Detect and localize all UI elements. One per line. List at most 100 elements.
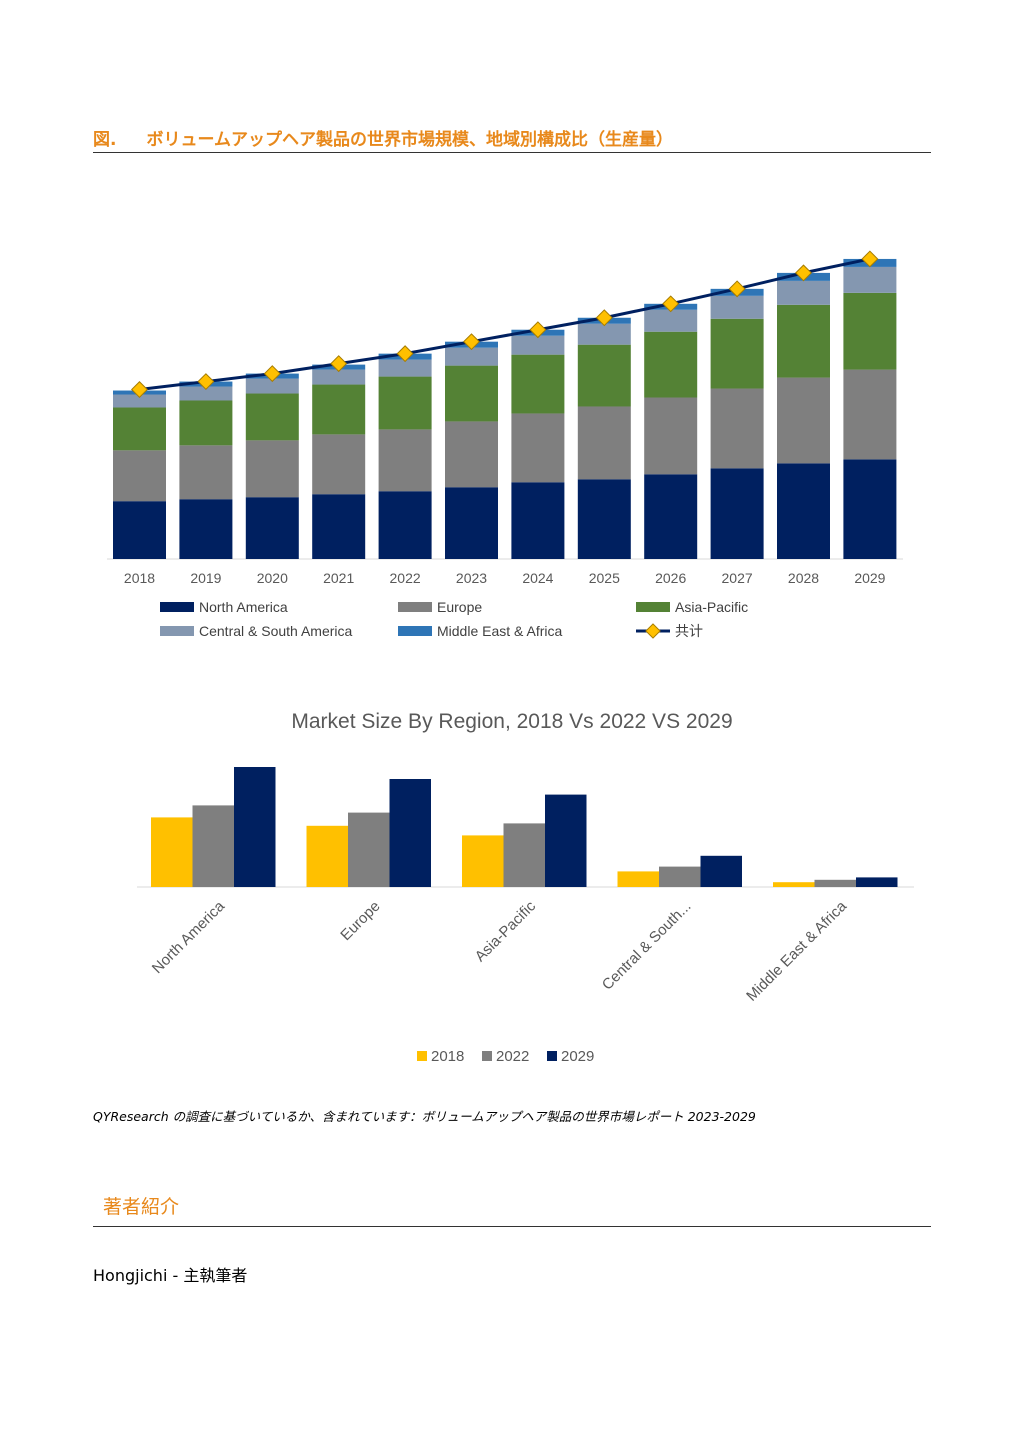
bar [503, 823, 545, 887]
bar-segment [445, 347, 498, 366]
total-marker [463, 333, 480, 351]
total-marker [131, 381, 148, 399]
bar [462, 835, 504, 887]
bar-segment [113, 394, 166, 408]
bar-segment [843, 369, 897, 460]
bar-segment [179, 499, 233, 559]
bar-segment [577, 344, 631, 407]
figure-title: 図. ボリュームアップヘア製品の世界市場規模、地域別構成比（生産量） [93, 125, 931, 153]
bar [151, 817, 193, 887]
author-line: Hongjichi - 主執筆者 [93, 1266, 248, 1285]
figure-label: 図. [93, 130, 117, 150]
x-tick-label: 2021 [323, 570, 354, 586]
bar-segment [511, 335, 565, 355]
bar-segment [312, 384, 366, 435]
figure-title-text: ボリュームアップヘア製品の世界市場規模、地域別構成比（生産量） [146, 130, 673, 150]
bar [856, 877, 898, 887]
bar [700, 855, 742, 887]
bar [545, 794, 587, 887]
bar-segment [445, 365, 498, 422]
bar-segment [312, 494, 366, 559]
bar-segment [378, 359, 432, 377]
x-tick-label: 2026 [655, 570, 686, 586]
legend-swatch [398, 626, 432, 636]
x-tick-label: 2027 [722, 570, 753, 586]
total-marker [529, 321, 547, 339]
legend-label: Asia-Pacific [675, 599, 748, 615]
bar [617, 871, 659, 887]
total-marker [662, 295, 680, 313]
bar-segment [511, 482, 565, 559]
x-tick-label: 2029 [854, 570, 885, 586]
bar-segment [710, 318, 764, 389]
bar-segment [644, 331, 698, 398]
legend-label: 2029 [561, 1048, 594, 1065]
total-marker [595, 309, 613, 327]
bar-segment [777, 377, 830, 464]
total-marker [728, 280, 746, 298]
region-comparison-chart: Market Size By Region, 2018 Vs 2022 VS 2… [137, 710, 914, 1065]
legend-label: 共计 [675, 623, 703, 639]
bar [192, 805, 234, 887]
bar-segment [179, 386, 233, 401]
bar-segment [312, 369, 366, 385]
bar [348, 812, 390, 887]
total-marker [330, 355, 348, 373]
x-tick-label: 2024 [522, 570, 553, 586]
legend-swatch [417, 1051, 427, 1061]
total-line [139, 257, 871, 392]
x-tick-label: North America [149, 897, 229, 977]
bar-segment [710, 388, 764, 469]
legend-label: 2022 [496, 1048, 529, 1065]
bar [659, 866, 701, 887]
chart-title: Market Size By Region, 2018 Vs 2022 VS 2… [291, 710, 732, 733]
bar-segment [710, 295, 764, 319]
bar-segment [179, 400, 233, 446]
bar-segment [511, 413, 565, 483]
bar-segment [245, 497, 299, 559]
x-tick-label: Middle East & Africa [743, 897, 850, 1004]
legend-swatch [636, 602, 670, 612]
x-tick-label: 2020 [257, 570, 288, 586]
bar-segment [445, 421, 498, 488]
legend-swatch [547, 1051, 557, 1061]
x-tick-label: Asia-Pacific [472, 897, 540, 965]
bar-segment [843, 266, 897, 293]
bar-segment [511, 354, 565, 414]
bar-segment [445, 487, 498, 559]
x-tick-label: 2022 [390, 570, 421, 586]
bar-segment [577, 406, 631, 480]
total-marker [795, 264, 812, 282]
bar-segment [777, 304, 830, 378]
x-tick-label: 2019 [190, 570, 221, 586]
total-marker [197, 373, 215, 391]
bar-segment [245, 378, 299, 394]
legend-marker-swatch [645, 623, 661, 639]
bar-segment [378, 376, 432, 430]
legend-swatch [482, 1051, 492, 1061]
bar-segment [245, 393, 299, 441]
legend-swatch [398, 602, 432, 612]
legend-label: North America [199, 599, 288, 615]
stacked-bar-chart: 2018 2019 2020 2021 2022 2023 2024 2025 2026 2027… [107, 250, 903, 639]
author-heading-text: 著者紹介 [103, 1196, 180, 1218]
legend-label: 2018 [431, 1048, 464, 1065]
legend-label: Europe [437, 599, 482, 615]
bar [814, 879, 856, 887]
bar [773, 882, 815, 887]
bar-segment [312, 434, 366, 495]
legend-swatch [160, 602, 194, 612]
x-tick-label: 2018 [124, 570, 155, 586]
bar [306, 825, 348, 887]
legend-swatch [160, 626, 194, 636]
bar-segment [378, 429, 432, 492]
bar-segment [644, 309, 698, 332]
total-marker [263, 365, 281, 383]
total-marker [396, 345, 414, 363]
bar [234, 767, 276, 887]
x-tick-label: 2025 [589, 570, 620, 586]
x-tick-label: 2028 [788, 570, 819, 586]
x-tick-label: Central & South... [599, 898, 695, 994]
bar-segment [644, 397, 698, 475]
total-marker [861, 250, 879, 268]
